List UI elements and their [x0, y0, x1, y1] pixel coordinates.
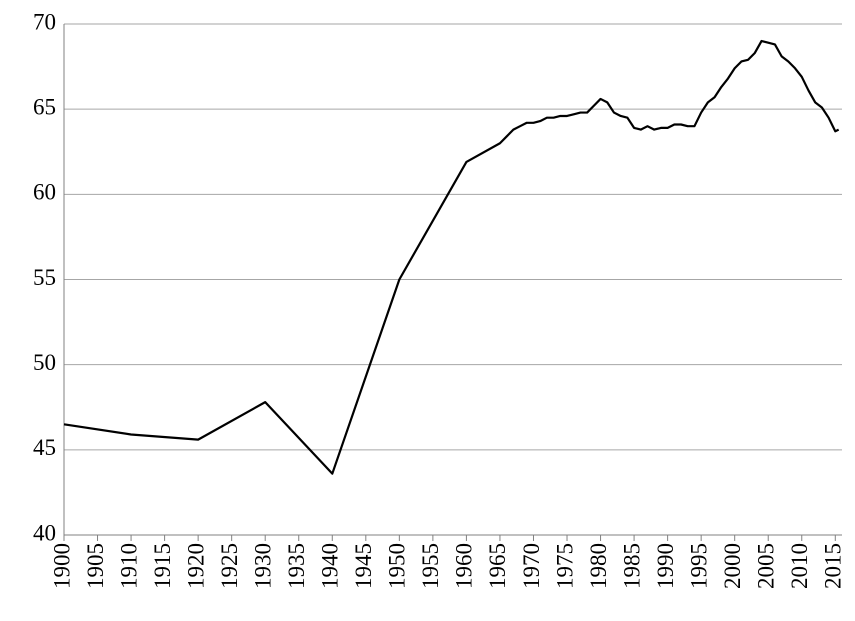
data-line [63, 39, 840, 475]
x-tick-label: 1955 [418, 543, 443, 589]
x-tick-label: 1915 [150, 543, 175, 589]
x-tick-label: 1965 [485, 543, 510, 589]
y-tick-label: 60 [33, 180, 56, 205]
x-tick-label: 1920 [183, 543, 208, 589]
x-tick-label: 1975 [552, 543, 577, 589]
x-tick-label: 1930 [250, 543, 275, 589]
y-tick-label: 40 [33, 520, 56, 545]
x-tick-label: 1940 [318, 543, 343, 589]
x-tick-label: 1980 [586, 543, 611, 589]
x-tick-label: 1905 [83, 543, 108, 589]
x-tick-label: 1900 [49, 543, 74, 589]
y-tick-label: 70 [33, 9, 56, 34]
y-tick-label: 65 [33, 94, 56, 119]
x-tick-label: 1950 [385, 543, 410, 589]
x-tick-label: 2000 [720, 543, 745, 589]
y-tick-label: 45 [33, 435, 56, 460]
x-tick-label: 1985 [619, 543, 644, 589]
x-tick-label: 2015 [821, 543, 846, 589]
x-tick-label: 1925 [217, 543, 242, 589]
x-tick-label: 1935 [284, 543, 309, 589]
x-tick-label: 1910 [116, 543, 141, 589]
y-tick-label: 55 [33, 265, 56, 290]
x-tick-label: 1970 [519, 543, 544, 589]
x-tick-label: 2005 [754, 543, 779, 589]
x-tick-label: 1990 [653, 543, 678, 589]
x-tick-label: 1995 [686, 543, 711, 589]
y-tick-label: 50 [33, 350, 56, 375]
x-tick-label: 2010 [787, 543, 812, 589]
x-tick-label: 1945 [351, 543, 376, 589]
x-tick-label: 1960 [452, 543, 477, 589]
